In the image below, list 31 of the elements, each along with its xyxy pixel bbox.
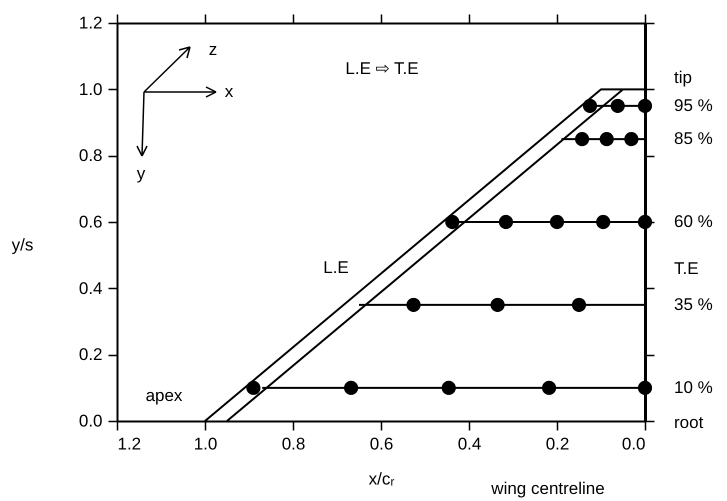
text: tip bbox=[674, 68, 692, 87]
y-tick-label: 1.2 bbox=[78, 14, 102, 32]
annotation: L.E ⇨ T.E bbox=[345, 59, 419, 78]
y-axis-title: y/s bbox=[12, 236, 34, 254]
x-tick-label: 0.2 bbox=[546, 434, 570, 454]
y-tick-label: 0.4 bbox=[78, 278, 102, 298]
x-tick-label: 0.6 bbox=[370, 434, 394, 454]
x-axis-title: x/cᵣ bbox=[368, 470, 394, 488]
text: root bbox=[674, 413, 704, 432]
x-tick-label: 0.0 bbox=[622, 434, 646, 454]
text: 60 % bbox=[674, 212, 713, 231]
text: 95 % bbox=[674, 96, 713, 115]
y-tick-label: 0.6 bbox=[78, 212, 102, 232]
annotation: y bbox=[136, 164, 146, 183]
y-tick-label: 0.8 bbox=[78, 146, 102, 166]
text: T.E bbox=[674, 259, 699, 278]
annotation: L.E bbox=[323, 258, 349, 277]
text: 35 % bbox=[674, 295, 713, 314]
x-tick-label: 1.2 bbox=[118, 434, 142, 454]
y-tick-label: 0.2 bbox=[78, 345, 102, 364]
annotation: z bbox=[208, 40, 218, 59]
x-tick-label: 0.8 bbox=[282, 434, 306, 454]
annotation: x bbox=[224, 82, 234, 101]
annotation: apex bbox=[146, 386, 183, 405]
text: 85 % bbox=[674, 129, 713, 148]
text: wing centreline bbox=[490, 479, 605, 498]
text: 10 % bbox=[674, 378, 713, 397]
x-tick-label: 0.4 bbox=[458, 434, 482, 454]
y-tick-label: 1.0 bbox=[78, 80, 102, 99]
y-tick-label: 0.0 bbox=[78, 412, 102, 430]
x-tick-label: 1.0 bbox=[194, 434, 218, 454]
